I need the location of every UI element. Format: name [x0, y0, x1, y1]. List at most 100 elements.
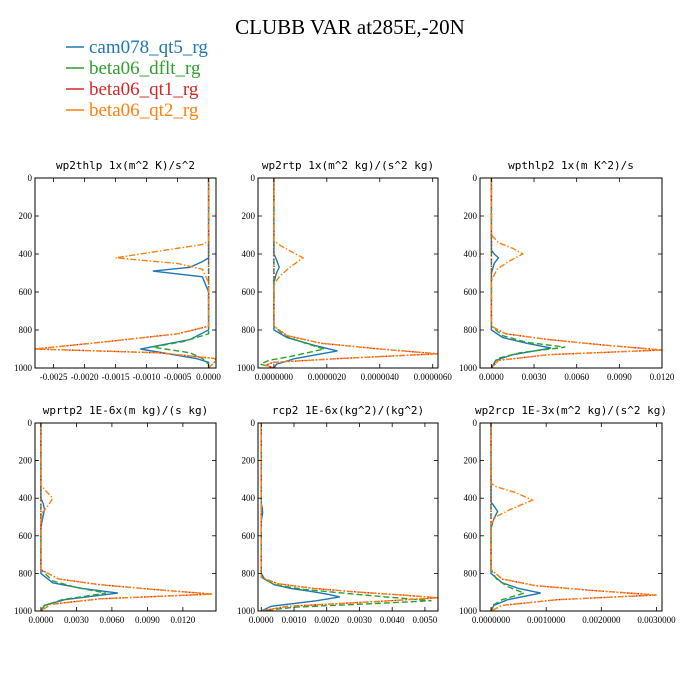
chart-panel: rcp2 1E-6x(kg^2)/(kg^2) 0 200 400 600 800 1000…: [237, 404, 439, 625]
y-tick-label: 400: [242, 249, 256, 259]
y-tick-label: 1000: [459, 363, 478, 373]
y-tick-label: 400: [19, 249, 33, 259]
series-line-beta06_qt2_rg: [35, 178, 216, 368]
series-line-beta06_qt2_rg: [490, 178, 662, 368]
series-line-beta06_qt2_rg: [260, 423, 438, 611]
x-tick-label: -0.0015: [102, 372, 130, 382]
series-line-beta06_qt1_rg: [260, 423, 438, 611]
x-tick-label: 0.0060: [100, 615, 125, 625]
y-tick-label: 1000: [14, 606, 33, 616]
legend-label: cam078_qt5_rg: [89, 37, 208, 58]
x-tick-label: 0.0000020: [308, 372, 347, 382]
x-tick-label: 0.0040: [380, 615, 405, 625]
panel-title: wp2rcp 1E-3x(m^2 kg)/(s^2 kg): [475, 404, 667, 417]
x-tick-label: 0.0000: [479, 372, 504, 382]
legend-entry: beta06_qt1_rg: [66, 79, 199, 100]
legend-entry: beta06_qt2_rg: [66, 100, 199, 121]
chart-panel: wpthlp2 1x(m K^2)/s020040060080010000.00…: [459, 159, 675, 382]
y-tick-label: 800: [242, 568, 256, 578]
axes-frame: [34, 422, 217, 612]
y-tick-label: 600: [242, 287, 256, 297]
series-line-beta06_qt1_rg: [263, 178, 438, 368]
panel-title: wprtp2 1E-6x(m kg)/(s kg): [43, 404, 209, 417]
legend-entry: cam078_qt5_rg: [66, 37, 208, 58]
legend-label: beta06_qt2_rg: [89, 100, 199, 121]
series-line-beta06_dflt_rg: [260, 423, 432, 611]
x-tick-label: 0.0030000: [637, 615, 676, 625]
y-tick-label: 400: [464, 249, 478, 259]
series-line-beta06_qt2_rg: [40, 423, 213, 611]
x-tick-label: 0.0000060: [414, 372, 453, 382]
y-tick-label: 200: [19, 456, 33, 466]
y-tick-label: 200: [464, 211, 478, 221]
x-tick-label: 0.0000000: [472, 615, 511, 625]
axes-frame: [257, 177, 439, 369]
x-tick-label: 0.0000: [196, 372, 221, 382]
x-tick-label: 0.0120: [650, 372, 675, 382]
legend-label: beta06_dflt_rg: [89, 58, 201, 79]
legend-label: beta06_qt1_rg: [89, 79, 199, 100]
series-line-cam078_qt5_rg: [490, 178, 552, 368]
series-line-beta06_dflt_rg: [490, 178, 566, 368]
legend-entry: beta06_dflt_rg: [66, 58, 201, 79]
x-tick-label: 0.0020: [314, 615, 339, 625]
series-group: [35, 178, 216, 368]
series-group: [490, 423, 657, 611]
panel-title: rcp2 1E-6x(kg^2)/(kg^2): [272, 404, 424, 417]
series-line-beta06_qt1_rg: [40, 423, 213, 611]
axes-frame: [479, 177, 663, 369]
series-line-cam078_qt5_rg: [490, 423, 541, 611]
y-tick-label: 0: [28, 173, 33, 183]
x-tick-label: 0.0000: [249, 615, 274, 625]
chart-panels: wp2thlp 1x(m^2 K)/s^2 0 200 400 600 800 1000 -0…: [14, 159, 676, 625]
series-group: [40, 423, 213, 611]
series-line-cam078_qt5_rg: [273, 178, 338, 368]
series-line-beta06_qt1_rg: [490, 178, 662, 368]
chart-panel: wprtp2 1E-6x(m kg)/(s kg) 0 200 400 600 800 10…: [14, 404, 217, 625]
y-tick-label: 600: [19, 531, 33, 541]
axes-frame: [479, 422, 663, 612]
series-line-beta06_qt1_rg: [490, 423, 657, 611]
x-tick-label: 0.0060: [564, 372, 589, 382]
y-tick-label: 200: [242, 211, 256, 221]
y-tick-label: 0: [473, 418, 478, 428]
y-tick-label: 800: [242, 325, 256, 335]
axes-frame: [34, 177, 217, 369]
series-line-beta06_dflt_rg: [258, 178, 327, 368]
y-tick-label: 600: [19, 287, 33, 297]
series-group: [258, 178, 438, 368]
y-tick-label: 0: [473, 173, 478, 183]
y-tick-label: 600: [464, 287, 478, 297]
x-tick-label: -0.0020: [71, 372, 99, 382]
axes-frame: [257, 422, 439, 612]
series-line-cam078_qt5_rg: [140, 178, 210, 368]
series-line-beta06_qt2_rg: [490, 423, 657, 611]
chart-panel: wp2rcp 1E-3x(m^2 kg)/(s^2 kg)0 200 400 600 8…: [459, 404, 676, 625]
x-tick-label: 0.0030: [522, 372, 547, 382]
y-tick-label: 1000: [237, 363, 256, 373]
y-tick-label: 0: [28, 418, 33, 428]
y-tick-label: 800: [464, 568, 478, 578]
chart-panel: wp2thlp 1x(m^2 K)/s^2 0 200 400 600 800 1000 -0…: [14, 159, 221, 382]
panel-title: wp2thlp 1x(m^2 K)/s^2: [56, 159, 195, 172]
x-tick-label: 0.0000040: [361, 372, 400, 382]
figure-title: CLUBB VAR at285E,-20N: [235, 15, 465, 39]
y-tick-label: 0: [251, 173, 256, 183]
y-tick-label: 400: [19, 493, 33, 503]
series-group: [490, 178, 662, 368]
series-group: [260, 423, 438, 611]
x-tick-label: 0.0050: [413, 615, 438, 625]
y-tick-label: 1000: [459, 606, 478, 616]
y-tick-label: 1000: [237, 606, 256, 616]
x-tick-label: 0.0030: [347, 615, 372, 625]
y-tick-label: 800: [464, 325, 478, 335]
y-tick-label: 600: [464, 531, 478, 541]
series-line-cam078_qt5_rg: [40, 423, 118, 611]
x-tick-label: -0.0025: [40, 372, 68, 382]
x-tick-label: -0.0005: [164, 372, 192, 382]
x-tick-label: 0.0010000: [527, 615, 566, 625]
x-tick-label: 0.0020000: [582, 615, 621, 625]
series-line-beta06_dflt_rg: [40, 423, 107, 611]
y-tick-label: 400: [242, 493, 256, 503]
